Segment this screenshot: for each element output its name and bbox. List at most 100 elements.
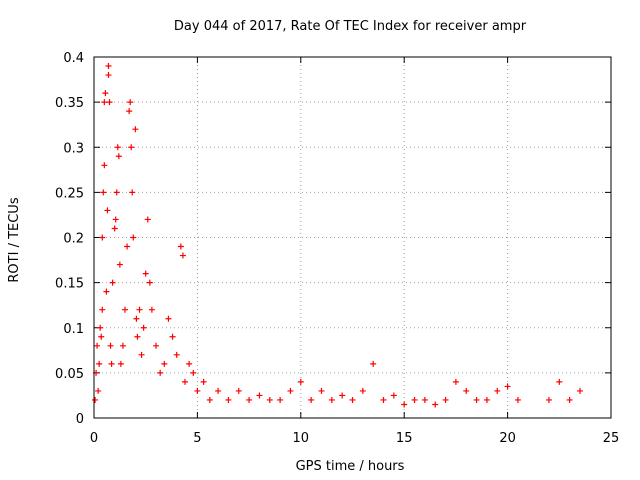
data-point (190, 369, 197, 376)
y-tick-label: 0 (76, 412, 84, 427)
data-point (99, 306, 106, 313)
data-point (109, 279, 116, 286)
data-points (92, 63, 583, 408)
y-ticks: 0 0.05 0.1 0.15 0.2 0.25 0.3 0.35 0.4 (55, 51, 611, 427)
data-point (380, 396, 387, 403)
data-point (225, 396, 232, 403)
grid (94, 57, 611, 418)
data-point (266, 396, 273, 403)
data-point (186, 360, 193, 367)
data-point (401, 401, 408, 408)
data-point (349, 396, 356, 403)
data-point (129, 189, 136, 196)
data-point (473, 396, 480, 403)
y-tick-label: 0.3 (63, 141, 84, 156)
data-point (545, 396, 552, 403)
data-point (390, 392, 397, 399)
data-point (339, 392, 346, 399)
data-point (194, 387, 201, 394)
data-point (318, 387, 325, 394)
x-tick-label: 15 (396, 431, 413, 446)
data-point (134, 333, 141, 340)
data-point (102, 90, 109, 97)
data-point (576, 387, 583, 394)
data-point (256, 392, 263, 399)
data-point (308, 396, 315, 403)
data-point (114, 144, 121, 151)
data-point (146, 279, 153, 286)
data-point (514, 396, 521, 403)
data-point (411, 396, 418, 403)
data-point (206, 396, 213, 403)
data-point (442, 396, 449, 403)
data-point (235, 387, 242, 394)
data-point (494, 387, 501, 394)
data-point (132, 126, 139, 133)
data-point (452, 378, 459, 385)
data-point (116, 261, 123, 268)
y-tick-label: 0.25 (55, 186, 84, 201)
data-point (297, 378, 304, 385)
data-point (359, 387, 366, 394)
data-point (96, 360, 103, 367)
data-point (119, 342, 126, 349)
data-point (215, 387, 222, 394)
data-point (483, 396, 490, 403)
x-ticks: 0 5 10 15 20 25 (90, 57, 619, 446)
chart-title: Day 044 of 2017, Rate Of TEC Index for r… (174, 19, 527, 34)
plot-frame (93, 56, 612, 419)
data-point (124, 243, 131, 250)
data-point (92, 396, 99, 403)
data-point (111, 225, 118, 232)
data-point (153, 342, 160, 349)
data-point (106, 99, 113, 106)
x-tick-label: 25 (603, 431, 620, 446)
y-tick-label: 0.2 (63, 232, 84, 247)
data-point (136, 306, 143, 313)
data-point (421, 396, 428, 403)
data-point (126, 108, 133, 115)
data-point (133, 315, 140, 322)
x-tick-label: 10 (293, 431, 310, 446)
data-point (200, 378, 207, 385)
y-tick-label: 0.1 (63, 322, 84, 337)
data-point (101, 99, 108, 106)
data-point (108, 360, 115, 367)
data-point (103, 288, 110, 295)
data-point (142, 270, 149, 277)
y-tick-label: 0.35 (55, 96, 84, 111)
data-point (122, 306, 129, 313)
data-point (94, 342, 101, 349)
data-point (117, 360, 124, 367)
data-point (370, 360, 377, 367)
data-point (128, 144, 135, 151)
x-tick-label: 20 (499, 431, 516, 446)
data-point (95, 387, 102, 394)
data-point (161, 360, 168, 367)
data-point (144, 216, 151, 223)
x-tick-label: 0 (90, 431, 98, 446)
y-tick-label: 0.4 (63, 51, 84, 66)
data-point (98, 333, 105, 340)
data-point (148, 306, 155, 313)
data-point (504, 383, 511, 390)
data-point (107, 342, 114, 349)
y-axis-label: ROTI / TECUs (7, 197, 22, 282)
data-point (463, 387, 470, 394)
data-point (566, 396, 573, 403)
data-point (181, 378, 188, 385)
data-point (105, 63, 112, 70)
data-point (173, 351, 180, 358)
data-point (556, 378, 563, 385)
data-point (165, 315, 172, 322)
x-tick-label: 5 (193, 431, 201, 446)
data-point (157, 369, 164, 376)
data-point (115, 153, 122, 160)
data-point (177, 243, 184, 250)
data-point (179, 252, 186, 259)
x-axis-label: GPS time / hours (296, 459, 405, 474)
data-point (100, 189, 107, 196)
data-point (104, 207, 111, 214)
